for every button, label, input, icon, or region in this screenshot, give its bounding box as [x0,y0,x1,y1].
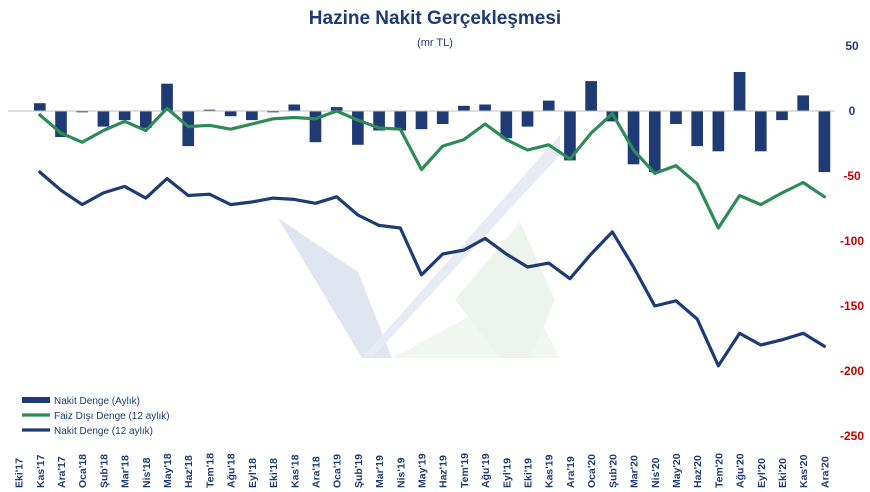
x-tick-label: Ara'19 [565,456,577,488]
bar-20 [436,111,449,124]
x-tick-label: Nis'20 [650,457,662,488]
x-tick-label: Eyl'18 [247,458,259,488]
x-tick-label: Şub'20 [607,454,619,488]
x-tick-label: Kas'19 [544,454,556,488]
x-tick-label: Oca'19 [332,454,344,488]
x-tick-label: Ağu'19 [480,453,492,488]
x-tick-label: Eyl'19 [501,458,513,488]
bar-9 [203,109,216,111]
bar-16 [352,111,364,145]
bar-8 [182,111,195,147]
x-tick-label: Haz'20 [692,455,704,488]
x-tick-label: Oca'20 [586,454,598,488]
bar-7 [161,83,173,111]
legend-label: Nakit Denge (Aylık) [54,396,140,407]
x-tick-label: Eki'19 [523,458,535,488]
bar-29 [627,111,640,165]
x-tick-label: Nis'18 [141,457,153,488]
bar-17 [373,111,385,131]
bar-4 [97,111,110,127]
bar-14 [309,111,322,143]
bar-33 [712,111,725,152]
x-axis-ticks: Eki'17 Kas'17 Ara'17 Oca'18 Şub'18 Mar'18 Nis'… [14,453,832,488]
x-tick-label: May'19 [417,453,429,488]
x-tick-label: Ara'18 [310,456,322,488]
y-axis-ticks: 50 0 -50 -100 -150 -200 -250 [840,39,864,443]
legend-swatch-bar [22,397,50,403]
bar-27 [585,81,597,111]
x-tick-label: Ara'20 [819,456,831,488]
x-tick-label: Ara'17 [56,456,68,488]
lines-layer [38,106,826,368]
legend: Nakit Denge (Aylık) Faiz Dışı Denge (12 a… [22,396,170,437]
bar-22 [479,104,491,111]
bar-2 [55,111,67,137]
x-tick-label: Eki'20 [777,458,789,488]
x-tick-label: May'18 [162,453,174,488]
line-series-0 [38,106,826,230]
bar-18 [394,111,407,131]
bar-32 [691,111,703,147]
y-tick-label: -100 [840,234,864,248]
chart-title: Hazine Nakit Gerçekleşmesi [308,8,562,29]
line-series-1 [38,170,826,368]
x-tick-label: Şub'19 [353,454,365,488]
bar-35 [754,111,767,152]
x-tick-label: Haz'18 [183,455,195,488]
bar-37 [797,95,810,111]
x-tick-label: Tem'20 [713,453,725,488]
bar-31 [670,111,682,124]
bar-15 [330,107,343,111]
y-tick-label: -50 [843,169,861,183]
x-tick-label: Eyl'20 [756,458,768,488]
bar-11 [246,111,258,121]
bar-24 [521,111,534,127]
y-tick-label: -200 [840,364,864,378]
y-tick-label: 50 [845,39,859,53]
y-tick-label: 0 [849,104,856,118]
x-tick-label: Eki'17 [14,458,26,488]
x-tick-label: Ağu'18 [226,453,238,488]
x-tick-label: Kas'18 [289,454,301,488]
y-tick-label: -250 [840,429,864,443]
legend-label: Faiz Dışı Denge (12 aylık) [54,411,170,422]
watermark-logo [278,135,560,358]
x-tick-label: May'20 [671,453,683,488]
bar-36 [776,111,788,121]
bar-1 [33,103,46,111]
x-tick-label: Tem'18 [204,453,216,488]
y-tick-label: -150 [840,299,864,313]
bar-25 [542,100,555,111]
bar-26 [564,111,576,161]
bar-19 [415,111,428,130]
bar-10 [224,111,237,117]
bar-34 [733,72,746,111]
x-tick-label: Kas'20 [798,454,810,488]
x-tick-label: Tem'19 [459,453,471,488]
x-tick-label: Eki'18 [268,458,280,488]
bar-23 [500,111,513,139]
x-tick-label: Haz'19 [438,455,450,488]
x-tick-label: Mar'20 [629,455,641,488]
bar-38 [818,111,831,173]
x-tick-label: Mar'19 [374,455,386,488]
bars-layer [33,72,831,173]
x-tick-label: Nis'19 [395,457,407,488]
bar-5 [118,111,131,121]
bar-3 [76,111,89,113]
bar-6 [140,111,152,128]
bar-21 [458,105,470,111]
x-tick-label: Ağu'20 [735,453,747,488]
x-tick-label: Kas'17 [35,454,47,488]
x-tick-label: Şub'18 [98,454,110,488]
x-tick-label: Mar'18 [120,455,132,488]
bar-13 [288,104,301,111]
x-tick-label: Oca'18 [77,454,89,488]
legend-label: Nakit Denge (12 aylık) [54,426,153,437]
chart-subtitle: (mr TL) [417,37,453,49]
bar-12 [267,111,279,113]
bar-30 [648,111,661,173]
